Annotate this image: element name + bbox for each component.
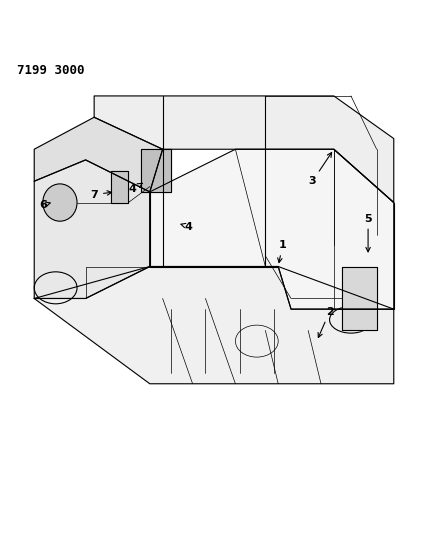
Text: 4: 4 bbox=[181, 222, 192, 231]
Polygon shape bbox=[94, 96, 394, 203]
Polygon shape bbox=[34, 160, 150, 298]
Text: 5: 5 bbox=[364, 214, 372, 252]
Ellipse shape bbox=[43, 184, 77, 221]
Polygon shape bbox=[141, 149, 171, 192]
Text: 1: 1 bbox=[278, 240, 286, 263]
Text: 2: 2 bbox=[318, 307, 333, 337]
Polygon shape bbox=[34, 266, 394, 384]
Text: 7199 3000: 7199 3000 bbox=[17, 64, 85, 77]
Text: 3: 3 bbox=[309, 152, 332, 186]
Polygon shape bbox=[150, 149, 394, 309]
Text: 7: 7 bbox=[90, 190, 112, 199]
Text: 6: 6 bbox=[39, 200, 50, 210]
Polygon shape bbox=[111, 171, 128, 203]
Text: 4: 4 bbox=[129, 183, 142, 194]
Polygon shape bbox=[342, 266, 377, 330]
Polygon shape bbox=[34, 117, 163, 192]
